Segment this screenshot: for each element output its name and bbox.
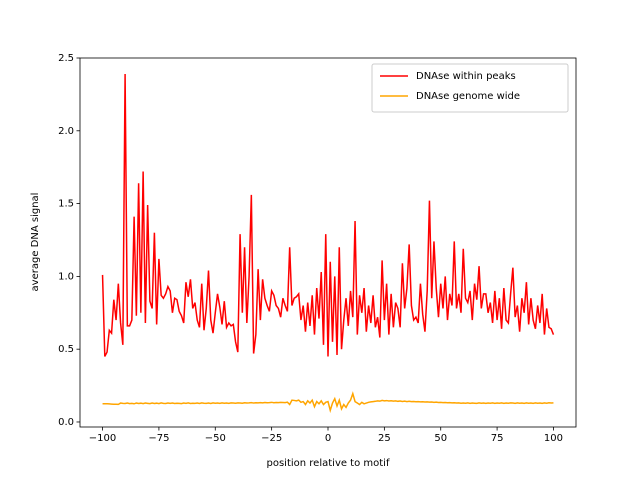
x-tick-label: 0: [325, 433, 331, 444]
x-tick-label: −100: [89, 433, 116, 444]
y-tick-label: 1.0: [58, 271, 74, 282]
plot-frame: [79, 57, 577, 428]
x-tick-label: 100: [544, 433, 563, 444]
data-line: [101, 74, 555, 357]
x-tick-label: 75: [491, 433, 504, 444]
legend-label: DNAse within peaks: [416, 71, 516, 82]
data-line: [102, 391, 554, 414]
y-tick-label: 1.5: [58, 199, 74, 210]
legend-box: [371, 63, 569, 113]
y-tick-label: 2.0: [58, 126, 74, 137]
y-tick-label: 2.5: [58, 53, 74, 64]
x-tick-label: 25: [378, 433, 391, 444]
y-tick-label: 0.0: [58, 417, 74, 428]
x-tick-label: −25: [261, 433, 282, 444]
x-axis-label: position relative to motif: [267, 458, 390, 469]
legend-label: DNAse genome wide: [416, 91, 520, 102]
y-axis-label: average DNA signal: [30, 193, 41, 292]
x-tick-label: −50: [205, 433, 226, 444]
y-tick-label: 0.5: [58, 344, 74, 355]
x-tick-label: −75: [148, 433, 169, 444]
x-tick-label: 50: [434, 433, 447, 444]
